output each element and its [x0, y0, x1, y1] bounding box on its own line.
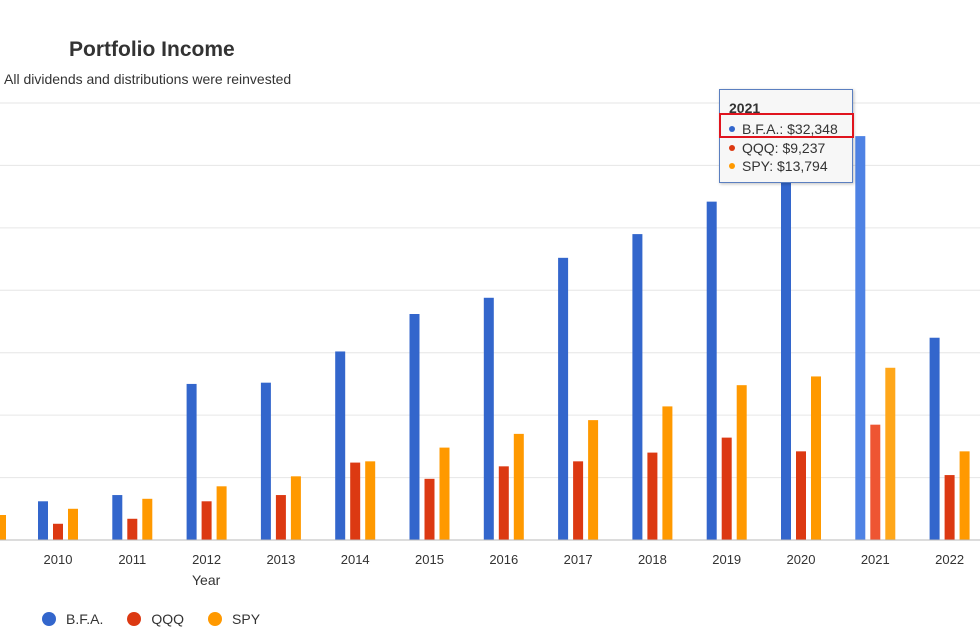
x-tick-label-2013: 2013 [266, 552, 295, 567]
bar-qqq-2010[interactable] [53, 523, 63, 540]
bar-bfa-2018[interactable] [632, 234, 643, 540]
tooltip-swatch-spy [729, 163, 735, 169]
tooltip-row-bfa: B.F.A.: $32,348 [729, 121, 838, 137]
bar-bfa-2011[interactable] [112, 495, 123, 540]
bar-spy-2019[interactable] [736, 385, 747, 540]
chart-title: Portfolio Income [69, 38, 235, 61]
bar-bfa-2016[interactable] [483, 297, 494, 540]
bar-bfa-2017[interactable] [558, 257, 569, 540]
x-tick-label-2014: 2014 [341, 552, 370, 567]
legend-label-bfa: B.F.A. [66, 611, 104, 627]
x-axis-label: Year [192, 572, 221, 588]
bar-spy-2016[interactable] [513, 433, 524, 540]
bar-qqq-2018[interactable] [647, 452, 658, 540]
bar-qqq-2015[interactable] [424, 478, 435, 540]
bar-spy-2022[interactable] [959, 451, 970, 540]
bar-spy-2010[interactable] [68, 508, 78, 540]
bar-spy-2021[interactable] [885, 367, 896, 540]
x-tick-label-2010: 2010 [44, 552, 73, 567]
tooltip-row-qqq: QQQ: $9,237 [729, 140, 825, 156]
tooltip-row-spy: SPY: $13,794 [729, 158, 828, 174]
bar-spy-2013[interactable] [290, 476, 301, 540]
bar-bfa-2012[interactable] [186, 383, 197, 540]
legend: B.F.A. QQQ SPY [42, 611, 284, 627]
x-tick-label-2021: 2021 [861, 552, 890, 567]
legend-swatch-qqq [127, 612, 142, 626]
tooltip-swatch-qqq [729, 145, 735, 151]
bar-series [0, 136, 970, 540]
legend-label-spy: SPY [232, 611, 261, 627]
tooltip-focus-outline [719, 113, 854, 138]
bar-qqq-2014[interactable] [350, 462, 361, 540]
bar-qqq-2016[interactable] [498, 466, 509, 540]
x-tick-label-2016: 2016 [489, 552, 518, 567]
bar-spy-2014[interactable] [365, 461, 376, 540]
bar-bfa-2010[interactable] [38, 501, 48, 540]
bar-spy-2017[interactable] [588, 420, 599, 540]
legend-swatch-bfa [42, 612, 56, 626]
bar-spy-2018[interactable] [662, 406, 673, 540]
bar-qqq-2020[interactable] [796, 451, 806, 540]
bar-qqq-2013[interactable] [275, 495, 286, 540]
bar-qqq-2012[interactable] [201, 501, 212, 540]
x-tick-label-2012: 2012 [192, 552, 221, 567]
bar-spy-2015[interactable] [439, 447, 450, 540]
bar-bfa-2019[interactable] [706, 201, 717, 540]
bar-qqq-2011[interactable] [127, 518, 138, 540]
bar-qqq-2019[interactable] [721, 437, 732, 540]
legend-item-spy[interactable]: SPY [208, 611, 260, 627]
hover-tooltip: 2021 B.F.A.: $32,348 QQQ: $9,237 SPY: $1… [719, 89, 854, 183]
legend-label-qqq: QQQ [151, 611, 185, 627]
bar-bfa-2022[interactable] [929, 337, 940, 540]
bar-bfa-2020[interactable] [781, 171, 791, 540]
x-tick-label-2019: 2019 [712, 552, 741, 567]
bar-spy-2011[interactable] [142, 498, 153, 540]
tooltip-value-qqq: QQQ: $9,237 [742, 140, 826, 156]
bar-clipped [0, 515, 6, 540]
bar-qqq-2017[interactable] [573, 461, 584, 540]
bar-qqq-2021[interactable] [870, 424, 881, 540]
x-tick-label-2022: 2022 [935, 552, 964, 567]
x-tick-label-2018: 2018 [638, 552, 667, 567]
tooltip-value-spy: SPY: $13,794 [742, 158, 828, 174]
tooltip-title: 2021 [729, 100, 761, 116]
x-tick-label-2011: 2011 [118, 552, 146, 567]
bar-bfa-2014[interactable] [335, 351, 346, 540]
bar-bfa-2021[interactable] [855, 136, 866, 540]
x-tick-label-2015: 2015 [415, 552, 444, 567]
x-tick-label-2020: 2020 [787, 552, 816, 567]
bar-spy-2012[interactable] [216, 486, 227, 540]
tooltip-value-bfa: B.F.A.: $32,348 [742, 121, 838, 137]
x-axis-tick-labels: 2010 2011 2012 2013 2014 2015 2016 2017 2018 2019… [44, 552, 965, 567]
chart-subtitle: All dividends and distributions were rei… [4, 71, 292, 87]
legend-swatch-spy [208, 612, 223, 626]
x-tick-label-2017: 2017 [564, 552, 593, 567]
bar-bfa-2013[interactable] [260, 382, 271, 540]
legend-item-bfa[interactable]: B.F.A. [42, 611, 103, 627]
legend-item-qqq[interactable]: QQQ [127, 611, 184, 627]
bar-qqq-2022[interactable] [944, 475, 955, 540]
bar-spy-2020[interactable] [811, 376, 821, 540]
bar-bfa-2015[interactable] [409, 314, 420, 540]
tooltip-swatch-bfa [729, 126, 735, 132]
